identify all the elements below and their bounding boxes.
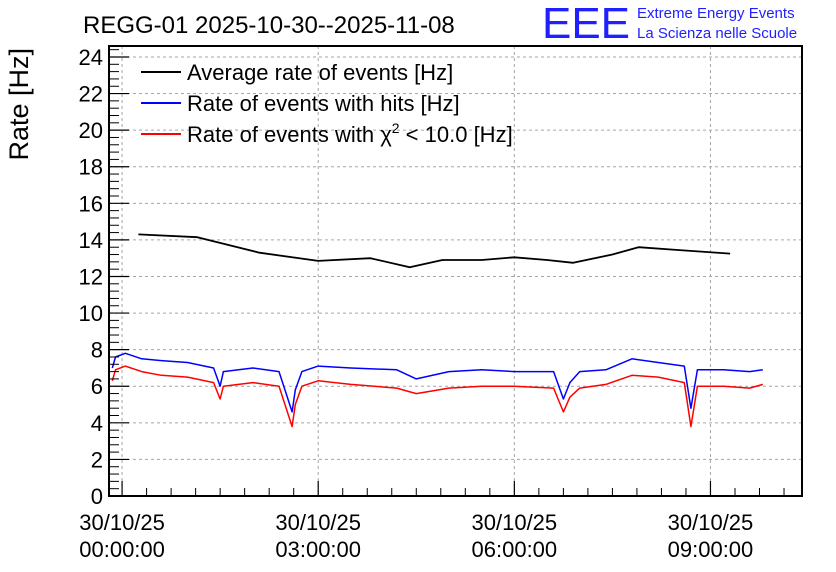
plot-frame [108, 45, 803, 497]
legend: Average rate of events [Hz] Rate of event… [141, 60, 513, 147]
y-tick-label: 10 [79, 301, 103, 326]
y-tick-label: 24 [79, 45, 103, 70]
y-tick-label: 14 [79, 228, 103, 253]
y-tick-label: 16 [79, 191, 103, 216]
series-line-3 [111, 365, 764, 428]
chart-title: REGG-01 2025-10-30--2025-11-08 [83, 12, 455, 39]
y-tick-label: 18 [79, 155, 103, 180]
x-tick-label-date: 30/10/25 [79, 510, 165, 535]
legend-label-1: Average rate of events [Hz] [187, 60, 453, 85]
y-tick-label: 12 [79, 264, 103, 289]
y-tick-label: 20 [79, 118, 103, 143]
x-tick-label-time: 03:00:00 [275, 537, 361, 562]
axis-ticks: 02468101214161820222430/10/2500:00:0030/… [79, 45, 785, 562]
x-tick-label-time: 06:00:00 [472, 537, 558, 562]
y-axis-label: Rate [Hz] [4, 48, 34, 161]
x-tick-label-time: 00:00:00 [79, 537, 165, 562]
series-line-1 [138, 233, 731, 269]
org-name-line1: Extreme Energy Events [637, 5, 795, 22]
x-tick-label-time: 09:00:00 [668, 537, 754, 562]
y-tick-label: 22 [79, 82, 103, 107]
x-tick-label-date: 30/10/25 [275, 510, 361, 535]
y-tick-label: 8 [91, 338, 103, 363]
org-name-line2: La Scienza nelle Scuole [637, 25, 797, 42]
legend-label-2: Rate of events with hits [Hz] [187, 91, 460, 116]
legend-label-3: Rate of events with χ2 < 10.0 [Hz] [187, 120, 513, 147]
x-tick-label-date: 30/10/25 [668, 510, 754, 535]
grid-lines [109, 46, 802, 496]
y-tick-label: 0 [91, 484, 103, 509]
series-layer [111, 233, 764, 428]
y-tick-label: 4 [91, 411, 103, 436]
y-tick-label: 2 [91, 447, 103, 472]
series-line-2 [111, 352, 763, 413]
eee-logo: EEE [542, 0, 630, 48]
y-tick-label: 6 [91, 374, 103, 399]
x-tick-label-date: 30/10/25 [472, 510, 558, 535]
